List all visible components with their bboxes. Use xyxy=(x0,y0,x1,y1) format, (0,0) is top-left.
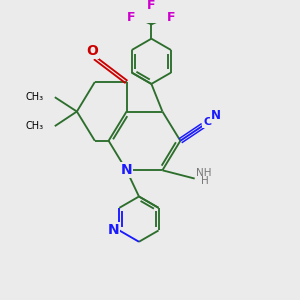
Text: NH: NH xyxy=(196,168,212,178)
Text: N: N xyxy=(107,223,119,237)
Text: N: N xyxy=(121,163,132,177)
Text: C: C xyxy=(203,117,211,127)
Text: CH₃: CH₃ xyxy=(26,92,44,102)
Text: N: N xyxy=(211,109,221,122)
Text: H: H xyxy=(201,176,209,186)
Text: F: F xyxy=(147,0,156,11)
Text: O: O xyxy=(86,44,98,58)
Text: F: F xyxy=(167,11,176,24)
Text: CH₃: CH₃ xyxy=(26,121,44,130)
Text: F: F xyxy=(127,11,136,24)
